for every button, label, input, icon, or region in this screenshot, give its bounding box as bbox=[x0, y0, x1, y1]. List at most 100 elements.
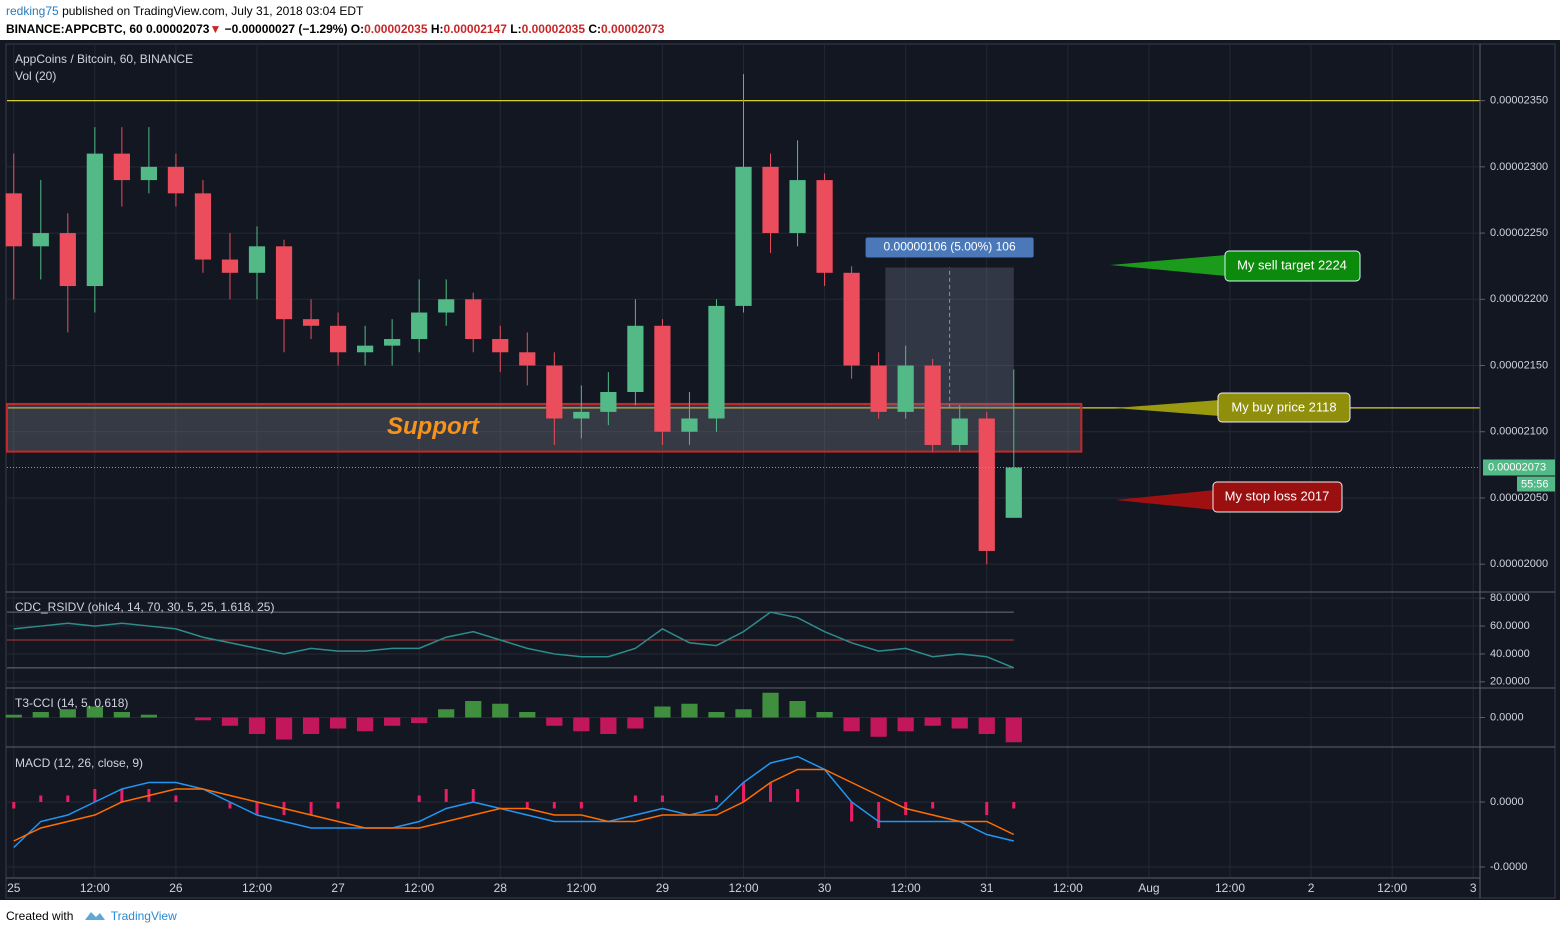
x-tick-label: 26 bbox=[169, 881, 183, 895]
histogram-bar bbox=[525, 802, 529, 809]
brand[interactable]: TradingView bbox=[110, 909, 177, 923]
y-tick-label: 0.00002300 bbox=[1490, 161, 1548, 173]
x-tick-label: 25 bbox=[7, 881, 21, 895]
bar bbox=[735, 709, 752, 718]
bar bbox=[951, 717, 968, 729]
candle-body bbox=[1005, 467, 1022, 518]
y-tick-label: 0.00002200 bbox=[1490, 293, 1548, 305]
callout-arrow bbox=[1115, 400, 1220, 416]
ohlc-value: 0.00002147 bbox=[443, 22, 507, 36]
histogram-bar bbox=[255, 802, 259, 815]
support-label: Support bbox=[387, 413, 480, 440]
bar bbox=[816, 712, 833, 718]
candle-body bbox=[113, 153, 130, 181]
ohlc: O:0.00002035 H:0.00002147 L:0.00002035 C… bbox=[351, 22, 665, 36]
x-tick-label: 12:00 bbox=[891, 881, 921, 895]
histogram-bar bbox=[796, 789, 800, 802]
histogram-bar bbox=[1012, 802, 1016, 809]
bar bbox=[492, 703, 509, 718]
y-tick-label: 0.00002000 bbox=[1490, 558, 1548, 570]
bar bbox=[221, 717, 239, 726]
ohlc-label: O: bbox=[350, 22, 365, 36]
bar bbox=[924, 717, 941, 726]
x-tick-label: 12:00 bbox=[404, 881, 434, 895]
bar bbox=[113, 712, 130, 718]
ohlc-label: H: bbox=[430, 22, 444, 36]
current-price-badge bbox=[1483, 459, 1555, 476]
panel-title: CDC_RSIDV (ohlc4, 14, 70, 30, 5, 25, 1.6… bbox=[15, 600, 274, 614]
bar bbox=[194, 717, 212, 721]
chart: My sell target 2224 My buy price 2118 My… bbox=[0, 40, 1560, 900]
candle-body bbox=[167, 166, 185, 194]
x-tick-label: 3 bbox=[1470, 881, 1477, 895]
bar bbox=[627, 717, 644, 729]
candle-body bbox=[384, 339, 401, 346]
callout-stop: My stop loss 2017 bbox=[1225, 488, 1330, 503]
candle-body bbox=[411, 312, 428, 340]
candle-body bbox=[32, 233, 49, 247]
candle-body bbox=[546, 365, 563, 419]
candle-body bbox=[978, 418, 995, 551]
x-tick-label: 12:00 bbox=[1377, 881, 1407, 895]
author[interactable]: redking75 bbox=[6, 4, 59, 18]
y-tick-label: 80.0000 bbox=[1490, 592, 1530, 604]
bar bbox=[329, 717, 347, 729]
callout-buy: My buy price 2118 bbox=[1231, 399, 1336, 414]
x-tick-label: 12:00 bbox=[1053, 881, 1083, 895]
candle-body bbox=[735, 166, 752, 306]
bar bbox=[897, 717, 914, 732]
histogram-bar bbox=[633, 795, 637, 802]
panel-subtitle: Vol (20) bbox=[15, 69, 56, 83]
bar bbox=[681, 703, 698, 718]
series-line bbox=[13, 755, 1014, 849]
histogram-bar bbox=[714, 795, 718, 802]
histogram-bar bbox=[742, 782, 745, 802]
x-tick-label: 28 bbox=[494, 881, 508, 895]
arrow: ▼ bbox=[209, 22, 222, 36]
candle-body bbox=[248, 246, 266, 273]
ohlc-label: L: bbox=[510, 22, 522, 36]
bar bbox=[32, 712, 49, 718]
candle-body bbox=[465, 299, 482, 340]
candle-body bbox=[600, 392, 617, 412]
callout-box bbox=[1224, 250, 1361, 282]
histogram-bar bbox=[660, 795, 664, 802]
y-tick-label: 0.00002100 bbox=[1490, 426, 1548, 438]
bar bbox=[573, 717, 590, 732]
callout-arrow bbox=[1115, 490, 1215, 510]
countdown-label: 55:56 bbox=[1521, 478, 1549, 490]
ohlc-value: 0.00002035 bbox=[364, 22, 428, 36]
bar bbox=[384, 717, 401, 726]
candle-body bbox=[654, 325, 671, 432]
candle-body bbox=[924, 365, 941, 445]
series-line bbox=[13, 768, 1015, 842]
panel-title: AppCoins / Bitcoin, 60, BINANCE bbox=[15, 52, 193, 66]
x-tick-label: 30 bbox=[818, 881, 832, 895]
histogram-bar bbox=[120, 789, 124, 802]
x-tick-label: 31 bbox=[980, 881, 994, 895]
price: 0.00002073 bbox=[146, 22, 210, 36]
bar bbox=[843, 717, 860, 732]
histogram-bar bbox=[336, 802, 340, 809]
candle-body bbox=[59, 233, 76, 287]
bar bbox=[789, 701, 806, 718]
support-zone bbox=[6, 402, 1083, 453]
y-tick-label: 60.0000 bbox=[1490, 620, 1530, 632]
x-tick-label: 12:00 bbox=[566, 881, 596, 895]
candle-body bbox=[789, 180, 806, 234]
logo bbox=[84, 912, 105, 920]
histogram-bar bbox=[850, 802, 854, 822]
candle-body bbox=[302, 319, 320, 326]
x-tick-label: 27 bbox=[331, 881, 345, 895]
y-tick-label: 0.00002250 bbox=[1490, 227, 1548, 239]
x-tick-label: 12:00 bbox=[728, 881, 758, 895]
bar bbox=[5, 714, 22, 718]
histogram-bar bbox=[579, 802, 583, 809]
bar bbox=[248, 717, 266, 734]
candle-body bbox=[816, 180, 833, 273]
candle-body bbox=[140, 166, 158, 181]
change: −0.00000027 (−1.29%) bbox=[224, 22, 348, 36]
bar bbox=[357, 717, 374, 732]
histogram-bar bbox=[552, 802, 556, 809]
